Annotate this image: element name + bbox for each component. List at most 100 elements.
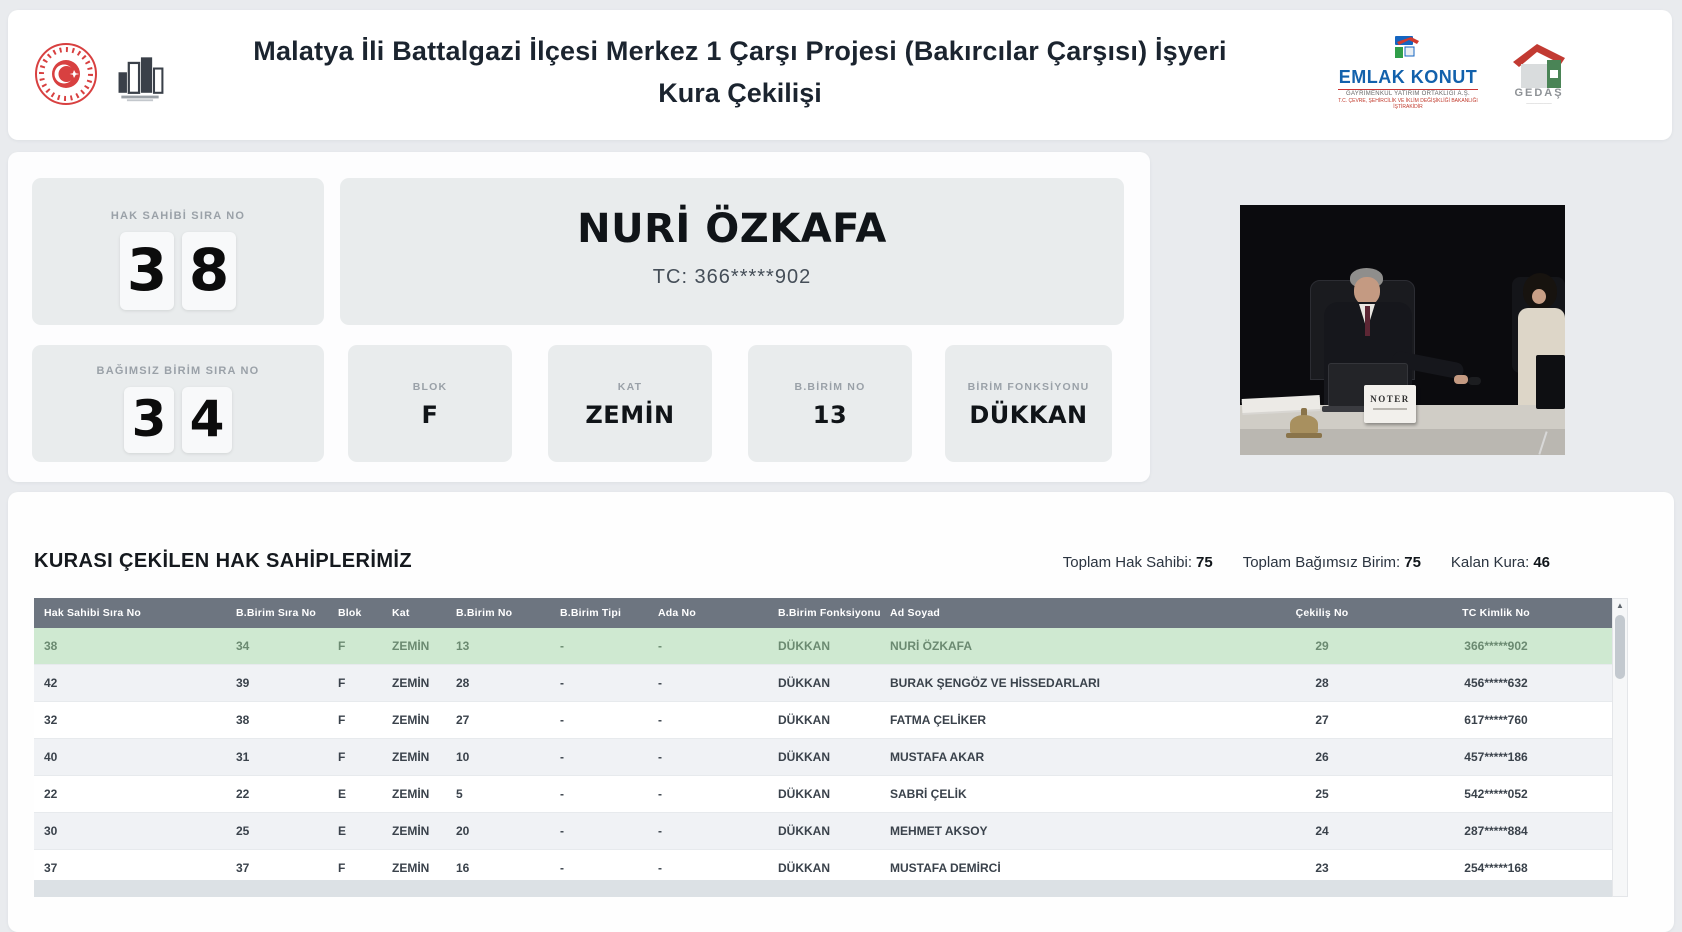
table-cell: ZEMİN (382, 664, 446, 702)
table-cell: 30 (34, 812, 226, 850)
column-header: Hak Sahibi Sıra No (34, 598, 226, 628)
birim-fonksiyonu-card: BİRİM FONKSİYONU DÜKKAN (945, 345, 1112, 462)
gedas-house-icon (1513, 44, 1565, 88)
table-cell: 366*****902 (1374, 628, 1618, 665)
table-row[interactable]: 38 34 F ZEMİN 13- - DÜKKAN NURİ ÖZKAFA 29 366****… (34, 628, 1618, 665)
column-header: B.Birim Tipi (550, 598, 648, 628)
hak-sahibi-sira-no-label: HAK SAHİBİ SIRA NO (110, 210, 246, 222)
table-cell: MEHMET AKSOY (880, 812, 1270, 850)
notary-live-video-feed: NOTER (1240, 205, 1565, 455)
housing-administration-logo-icon (118, 57, 164, 102)
table-cell: - (550, 701, 648, 739)
table-cell: - (648, 738, 768, 776)
table-cell: F (328, 628, 382, 665)
table-cell: ZEMİN (382, 775, 446, 813)
table-row[interactable]: 22 22 E ZEMİN 5- - DÜKKAN SABRİ ÇELİK 25 542*****… (34, 775, 1618, 813)
table-cell: 31 (226, 738, 328, 776)
table-cell: ZEMİN (382, 738, 446, 776)
blok-label: BLOK (412, 381, 448, 393)
table-cell: 22 (34, 775, 226, 813)
table-cell: 456*****632 (1374, 664, 1618, 702)
results-table-body: 38 34 F ZEMİN 13- - DÜKKAN NURİ ÖZKAFA 29 366****… (34, 628, 1618, 887)
results-table: Hak Sahibi Sıra No B.Birim Sıra No Blok Kat… (34, 598, 1618, 887)
table-cell: F (328, 738, 382, 776)
scrollbar-thumb[interactable] (1615, 615, 1625, 679)
winner-name-card: NURİ ÖZKAFA TC: 366*****902 (340, 178, 1124, 325)
table-cell: 5 (446, 775, 550, 813)
column-header: Çekiliş No (1270, 598, 1374, 628)
page-title: Malatya İli Battalgazi İlçesi Merkez 1 Ç… (218, 30, 1262, 114)
noter-sign-text: NOTER (1370, 394, 1410, 404)
table-cell: E (328, 812, 382, 850)
table-cell: BURAK ŞENGÖZ VE HİSSEDARLARI (880, 664, 1270, 702)
emlak-konut-logo: EMLAK KONUT GAYRİMENKUL YATIRIM ORTAKLIĞ… (1338, 36, 1478, 110)
scroll-up-arrow-icon[interactable]: ▲ (1616, 601, 1624, 610)
column-header: Ada No (648, 598, 768, 628)
table-cell: 34 (226, 628, 328, 665)
results-section-title: KURASI ÇEKİLEN HAK SAHİPLERİMİZ (34, 550, 412, 572)
tc-government-seal-icon (35, 43, 97, 105)
table-row[interactable]: 30 25 E ZEMİN 20- - DÜKKAN MEHMET AKSOY 24 287***… (34, 812, 1618, 850)
digit-tile: 8 (182, 232, 236, 310)
column-header: Ad Soyad (880, 598, 1270, 628)
winner-name: NURİ ÖZKAFA (577, 206, 887, 252)
table-row[interactable]: 32 38 F ZEMİN 27- - DÜKKAN FATMA ÇELİKER 27 617**… (34, 701, 1618, 739)
table-cell: 25 (226, 812, 328, 850)
stat-item: Toplam Hak Sahibi: 75 (1062, 554, 1213, 571)
table-cell: 24 (1270, 812, 1374, 850)
table-cell: - (550, 628, 648, 665)
digit-tile: 4 (182, 387, 232, 453)
results-table-wrap: Hak Sahibi Sıra No B.Birim Sıra No Blok Kat… (34, 598, 1618, 887)
bagimsiz-birim-sira-no-card: BAĞIMSIZ BİRİM SIRA NO 3 4 (32, 345, 324, 462)
table-cell: 25 (1270, 775, 1374, 813)
table-cell: 28 (1270, 664, 1374, 702)
table-scrollbar[interactable]: ▲ (1612, 598, 1628, 897)
table-row[interactable]: 40 31 F ZEMİN 10- - DÜKKAN MUSTAFA AKAR 26 457***… (34, 738, 1618, 776)
table-cell: 22 (226, 775, 328, 813)
table-cell: 27 (446, 701, 550, 739)
birim-no-card: B.BİRİM NO 13 (748, 345, 912, 462)
draw-panel: HAK SAHİBİ SIRA NO 3 8 NURİ ÖZKAFA TC: 3… (8, 152, 1150, 482)
computer-mouse (1468, 377, 1481, 385)
table-cell: - (648, 628, 768, 665)
blok-card: BLOK F (348, 345, 512, 462)
page-title-line2: Kura Çekilişi (658, 78, 822, 108)
next-row-partial (34, 880, 1618, 897)
table-cell: 38 (34, 628, 226, 665)
table-cell: - (550, 812, 648, 850)
table-cell: 32 (34, 701, 226, 739)
bagimsiz-birim-sira-no-label: BAĞIMSIZ BİRİM SIRA NO (96, 365, 260, 377)
header-bar: Malatya İli Battalgazi İlçesi Merkez 1 Ç… (8, 10, 1672, 140)
table-cell: SABRİ ÇELİK (880, 775, 1270, 813)
column-header: B.Birim No (446, 598, 550, 628)
gedas-logo: GEDAŞ ───────── (1496, 40, 1582, 106)
table-cell: - (648, 775, 768, 813)
results-panel: KURASI ÇEKİLEN HAK SAHİPLERİMİZ Toplam H… (8, 492, 1674, 932)
table-cell: 28 (446, 664, 550, 702)
birim-fonksiyonu-label: BİRİM FONKSİYONU (967, 381, 1090, 393)
table-cell: ZEMİN (382, 701, 446, 739)
table-cell: DÜKKAN (768, 701, 880, 739)
table-cell: - (648, 701, 768, 739)
table-cell: DÜKKAN (768, 664, 880, 702)
table-cell: F (328, 701, 382, 739)
table-cell: E (328, 775, 382, 813)
table-row[interactable]: 42 39 F ZEMİN 28- - DÜKKAN BURAK ŞENGÖZ VE HİSS… (34, 664, 1618, 702)
hak-sahibi-sira-no-card: HAK SAHİBİ SIRA NO 3 8 (32, 178, 324, 325)
table-cell: 457*****186 (1374, 738, 1618, 776)
table-cell: 287*****884 (1374, 812, 1618, 850)
bagimsiz-birim-sira-no-value: 3 4 (32, 387, 324, 453)
kat-label: KAT (617, 381, 643, 393)
column-header: TC Kimlik No (1374, 598, 1618, 628)
table-cell: 27 (1270, 701, 1374, 739)
table-cell: - (550, 664, 648, 702)
emlak-konut-logo-subtext2: T.C. ÇEVRE, ŞEHİRCİLİK VE İKLİM DEĞİŞİKL… (1338, 98, 1478, 110)
table-cell: 10 (446, 738, 550, 776)
table-cell: 542*****052 (1374, 775, 1618, 813)
stat-item: Toplam Bağımsız Birim: 75 (1242, 554, 1421, 571)
table-cell: ZEMİN (382, 812, 446, 850)
table-cell: DÜKKAN (768, 775, 880, 813)
digit-tile: 3 (124, 387, 174, 453)
birim-no-label: B.BİRİM NO (794, 381, 866, 393)
column-header: Blok (328, 598, 382, 628)
